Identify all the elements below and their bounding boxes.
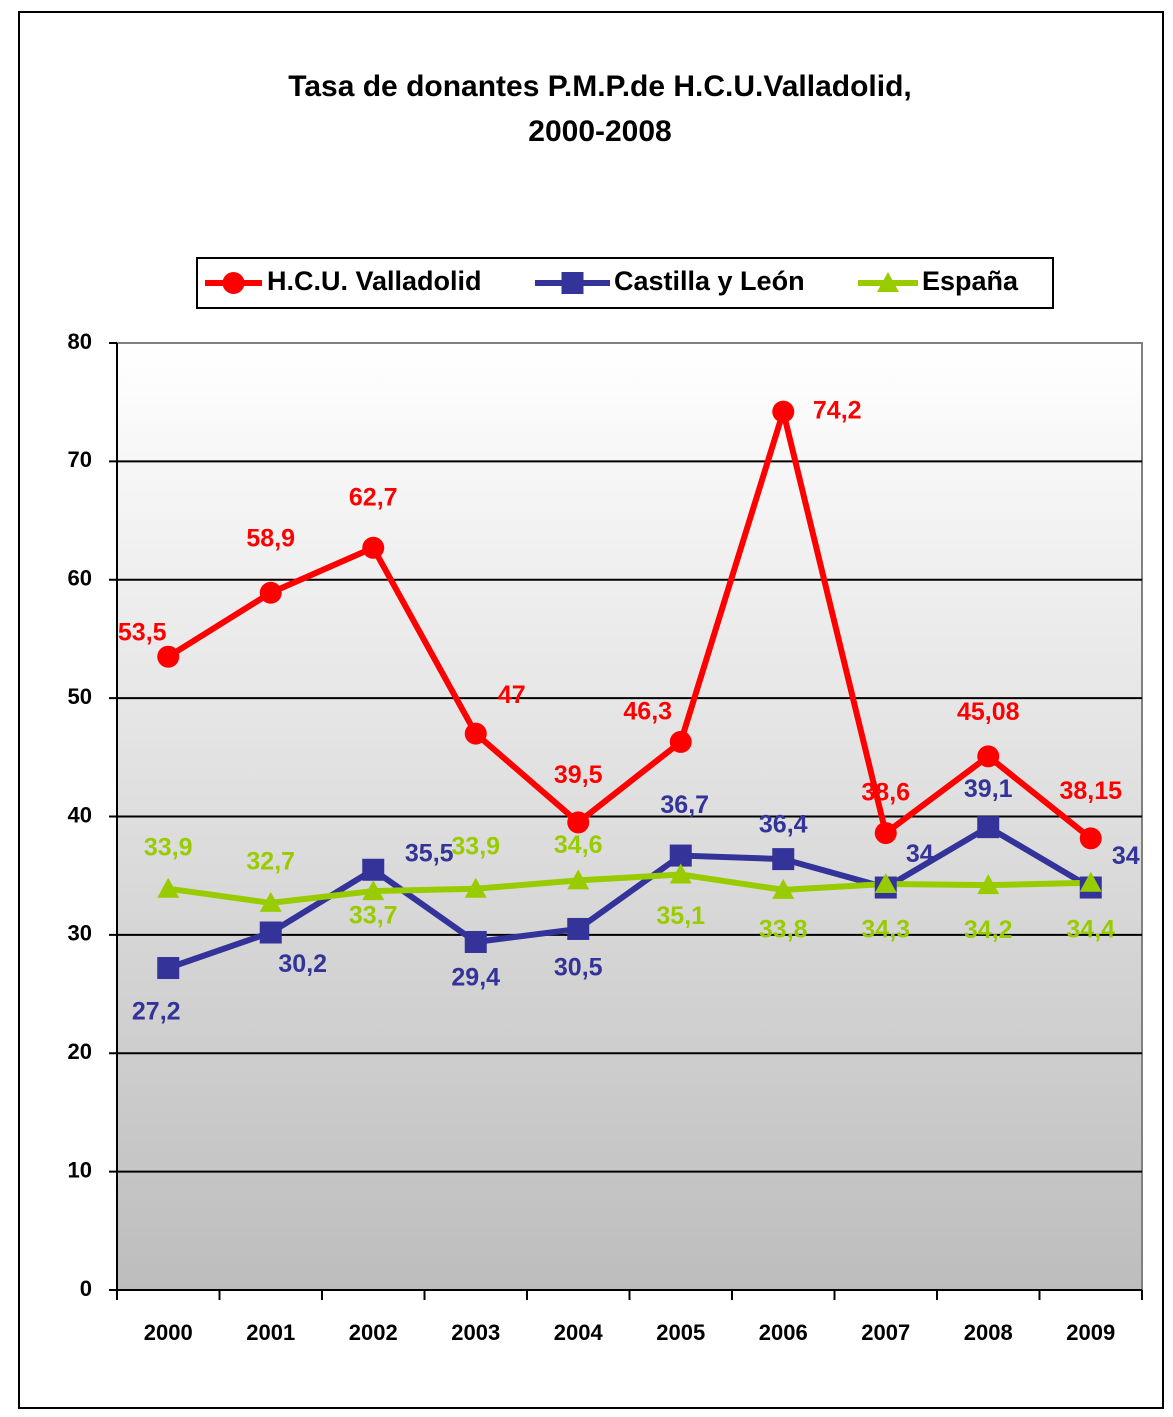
- data-point: [362, 536, 385, 559]
- data-point: [669, 844, 692, 867]
- data-label: 38,15: [1059, 777, 1122, 805]
- data-label: 34,3: [861, 916, 910, 944]
- y-tick-label: 0: [80, 1276, 92, 1301]
- data-point: [464, 877, 487, 898]
- data-label: 34,6: [554, 831, 603, 859]
- data-point: [259, 581, 282, 604]
- y-tick-label: 50: [68, 684, 92, 709]
- x-tick-label: 2001: [246, 1320, 295, 1345]
- legend-marker: [561, 272, 584, 294]
- data-label: 30,5: [554, 954, 603, 982]
- data-point: [259, 891, 282, 912]
- y-tick-label: 80: [68, 329, 92, 354]
- data-label: 34,2: [964, 916, 1013, 944]
- y-tick-label: 60: [68, 566, 92, 591]
- data-label: 33,7: [349, 902, 398, 930]
- data-label: 29,4: [451, 964, 500, 992]
- data-point: [362, 858, 385, 881]
- data-point: [157, 877, 180, 898]
- data-point: [977, 816, 1000, 839]
- data-label: 36,4: [759, 811, 808, 839]
- data-label: 34,4: [1066, 915, 1115, 943]
- data-label: 46,3: [623, 698, 672, 726]
- chart-title: 2000-2008: [528, 115, 671, 148]
- data-point: [464, 722, 487, 745]
- x-tick-label: 2005: [656, 1320, 705, 1345]
- data-label: 33,8: [759, 916, 808, 944]
- data-point: [772, 878, 795, 899]
- data-point: [874, 872, 897, 893]
- x-tick-label: 2008: [964, 1320, 1013, 1345]
- data-label: 32,7: [246, 848, 295, 876]
- data-label: 36,7: [660, 791, 709, 819]
- data-label: 62,7: [349, 483, 398, 511]
- data-label: 58,9: [246, 524, 295, 552]
- y-tick-label: 40: [68, 802, 92, 827]
- data-label: 45,08: [957, 698, 1020, 726]
- y-tick-label: 70: [68, 447, 92, 472]
- data-label: 33,9: [451, 832, 500, 860]
- series-line: [167, 824, 1093, 971]
- data-point: [977, 874, 1000, 895]
- y-tick-label: 30: [68, 921, 92, 946]
- data-label: 53,5: [118, 618, 167, 646]
- data-label: 39,1: [964, 775, 1013, 803]
- data-label: 34: [1112, 842, 1140, 870]
- data-label: 34: [906, 840, 934, 868]
- x-tick-label: 2009: [1066, 1320, 1115, 1345]
- chart-title: Tasa de donantes P.M.P.de H.C.U.Valladol…: [288, 70, 912, 103]
- data-label: 38,6: [861, 779, 910, 807]
- data-point: [1079, 827, 1102, 850]
- data-point: [464, 930, 487, 953]
- data-label: 30,2: [278, 950, 327, 978]
- y-tick-label: 20: [68, 1039, 92, 1064]
- data-label: 74,2: [813, 396, 862, 424]
- series-line: [166, 408, 1093, 841]
- data-point: [772, 848, 795, 871]
- data-point: [874, 822, 897, 845]
- legend-marker: [877, 272, 899, 292]
- data-point: [567, 811, 590, 834]
- data-point: [259, 921, 282, 944]
- data-point: [669, 730, 692, 753]
- data-point: [157, 645, 180, 668]
- data-point: [362, 880, 385, 901]
- data-label: 35,5: [405, 839, 454, 867]
- data-label: 47: [498, 681, 526, 709]
- legend-label: H.C.U. Valladolid: [267, 266, 482, 296]
- x-tick-label: 2004: [554, 1320, 604, 1345]
- y-tick-label: 10: [68, 1157, 92, 1182]
- legend-label: Castilla y León: [614, 266, 805, 296]
- data-label: 39,5: [554, 761, 603, 789]
- data-point: [977, 745, 1000, 768]
- data-point: [1079, 871, 1102, 892]
- legend-marker: [222, 272, 245, 294]
- data-label: 35,1: [656, 902, 705, 930]
- series-line: [167, 871, 1091, 906]
- data-point: [567, 917, 590, 940]
- x-tick-label: 2003: [451, 1320, 500, 1345]
- data-label: 27,2: [132, 998, 181, 1026]
- x-tick-label: 2006: [759, 1320, 808, 1345]
- data-point: [567, 869, 590, 890]
- x-tick-label: 2007: [861, 1320, 910, 1345]
- data-label: 33,9: [144, 833, 193, 861]
- data-point: [157, 957, 180, 980]
- data-point: [772, 400, 795, 423]
- data-point: [669, 863, 692, 884]
- x-tick-label: 2002: [349, 1320, 398, 1345]
- legend-label: España: [922, 266, 1019, 296]
- x-tick-label: 2000: [144, 1320, 193, 1345]
